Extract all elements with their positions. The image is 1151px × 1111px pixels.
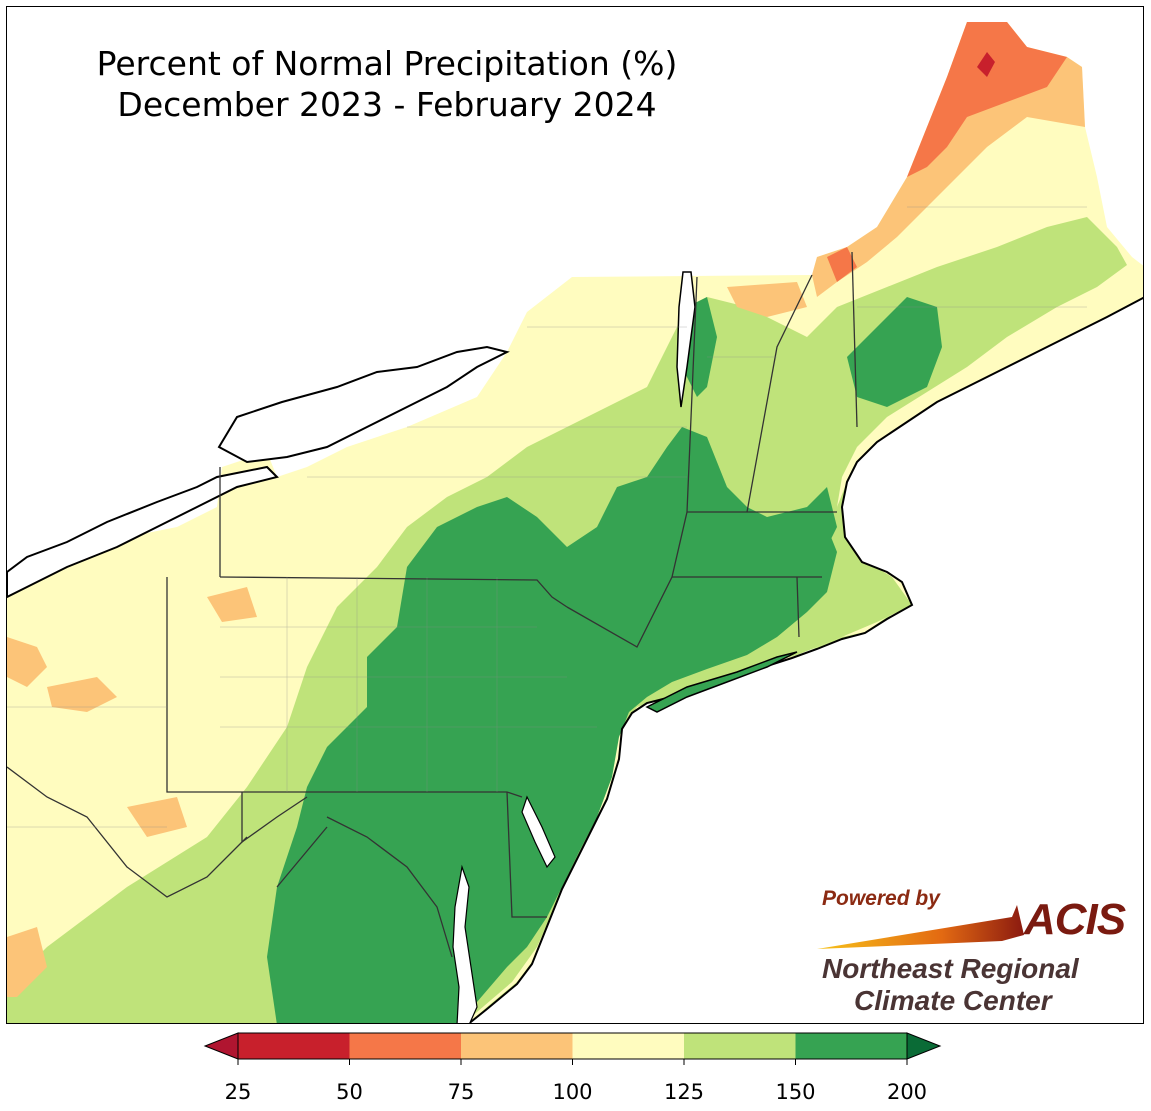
lake-erie [7,465,279,599]
chesapeake-bay [452,864,478,1023]
atlantic-ocean [467,296,1143,1023]
state-borders [7,251,858,958]
colorbar-tick-label: 25 [224,1080,252,1104]
zone-75-100-ny [727,282,807,317]
colorbar-under-arrow [203,1032,239,1060]
map-title: Percent of Normal Precipitation (%) Dece… [47,43,727,125]
colorbar-over-arrow [906,1032,942,1060]
colorbar-tick-label: 100 [552,1080,593,1104]
colorbar-tick-label: 75 [447,1080,475,1104]
title-line-1: Percent of Normal Precipitation (%) [96,44,678,83]
acis-logo: Powered by ACIS Northeast Regional Clima… [812,887,1132,1017]
lake-ontario [217,345,510,464]
zone-150-200 [267,427,837,1023]
colorbar-swatches [203,1032,942,1065]
map-frame: Percent of Normal Precipitation (%) Dece… [6,6,1144,1024]
zone-75-100-west5 [207,587,257,622]
colorbar-tick-label: 200 [886,1080,928,1104]
zone-25-50-maine [977,52,995,77]
colorbar-tick-label: 50 [336,1080,363,1104]
title-line-2: December 2023 - February 2024 [117,85,657,124]
colorbar-swatch [349,1033,461,1059]
org-name-line-1: Northeast Regional [822,953,1079,984]
precipitation-map [7,22,1143,1023]
county-borders [7,206,1087,828]
colorbar-tick-label: 125 [663,1080,705,1104]
zone-50-75-maine [907,22,1067,177]
colorbar-swatch [572,1033,684,1059]
lake-champlain [676,271,696,408]
colorbar-swatch [461,1033,573,1059]
zone-75-100-west1 [7,637,47,687]
zone-75-100-west4 [7,927,47,997]
zone-ma-green [727,487,837,567]
long-island [645,651,798,713]
colorbar-legend: 25 50 75 100 125 150 200 [200,1030,945,1110]
acis-wordmark: ACIS [1024,895,1126,944]
zone-75-100-west2 [47,677,117,712]
colorbar-tick-label: 150 [775,1080,816,1104]
org-name-line-2: Climate Center [854,985,1052,1016]
colorbar-swatch [684,1033,796,1059]
logo-swoosh [817,905,1024,949]
zone-nh-green [847,297,942,407]
powered-by-text: Powered by [822,887,940,910]
colorbar-swatch [238,1033,350,1059]
zone-50-75-maine2 [827,247,857,282]
delaware-bay [521,795,556,869]
colorbar-swatch [795,1033,907,1059]
